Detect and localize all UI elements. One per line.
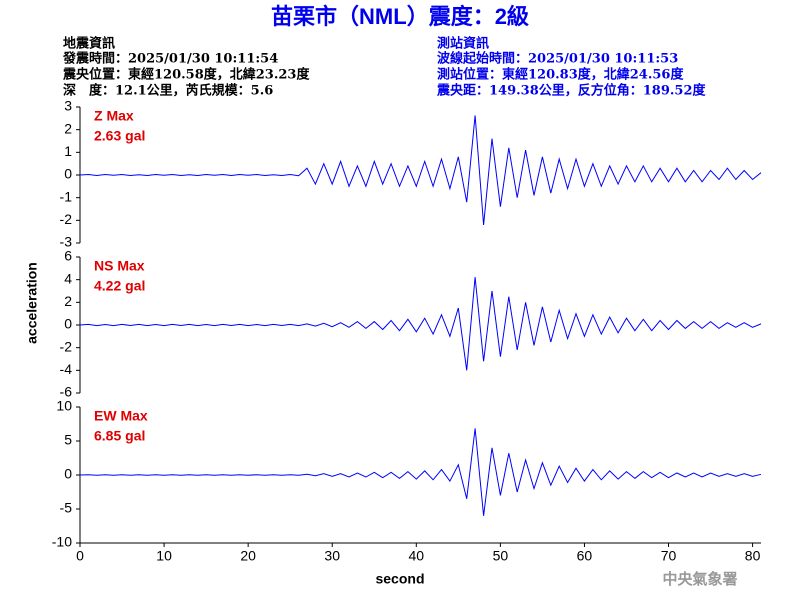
x-tick-label: 30: [324, 548, 340, 564]
annotation: NS Max: [94, 258, 145, 274]
waveform: [79, 428, 762, 516]
y-axis-label: acceleration: [24, 262, 40, 344]
info-line: 震央距：149.38公里，反方位角：189.52度: [436, 83, 707, 99]
x-tick-label: 40: [409, 548, 425, 564]
y-tick-label: -2: [60, 338, 73, 354]
y-tick-label: 3: [64, 98, 72, 114]
waveform: [79, 277, 762, 371]
y-tick-label: -5: [60, 500, 73, 516]
y-tick-label: -10: [52, 534, 72, 550]
y-tick-label: -6: [60, 384, 73, 400]
y-tick-label: -4: [60, 361, 73, 377]
y-tick-label: 1: [64, 143, 72, 159]
y-tick-label: 4: [64, 270, 72, 286]
info-line: 震央位置：東經120.58度，北緯23.23度: [62, 67, 310, 83]
chart-title: 苗栗市（NML）震度：2級: [271, 4, 529, 29]
info-line: 發震時間：2025/01/30 10:11:54: [62, 51, 278, 67]
y-tick-label: 2: [64, 120, 72, 136]
x-axis-label: second: [375, 571, 424, 587]
annotation: EW Max: [94, 408, 148, 424]
y-tick-label: -3: [60, 234, 73, 250]
annotation: 2.63 gal: [94, 128, 145, 144]
y-tick-label: 2: [64, 293, 72, 309]
footer: 中央氣象署: [662, 570, 737, 588]
y-tick-label: -2: [60, 211, 73, 227]
annotation: Z Max: [94, 108, 134, 124]
info-line: 波線起始時間：2025/01/30 10:11:53: [437, 51, 678, 67]
y-tick-label: 0: [64, 316, 72, 332]
x-tick-label: 50: [493, 548, 509, 564]
x-tick-label: 10: [156, 548, 172, 564]
info-line: 測站資訊: [437, 36, 489, 52]
info-line: 測站位置：東經120.83度，北緯24.56度: [437, 67, 684, 83]
annotation: 6.85 gal: [94, 428, 145, 444]
y-tick-label: 5: [64, 432, 72, 448]
x-tick-label: 60: [577, 548, 593, 564]
y-tick-label: 10: [56, 398, 72, 414]
y-tick-label: 6: [64, 248, 72, 264]
x-tick-label: 20: [240, 548, 256, 564]
info-line: 深 度：12.1公里，芮氏規模：5.6: [63, 83, 273, 99]
x-tick-label: 0: [76, 548, 84, 564]
waveform: [79, 115, 762, 225]
y-tick-label: 0: [64, 466, 72, 482]
info-line: 地震資訊: [63, 36, 115, 52]
y-tick-label: 0: [64, 166, 72, 182]
x-tick-label: 70: [661, 548, 677, 564]
y-tick-label: -1: [60, 188, 73, 204]
annotation: 4.22 gal: [94, 278, 145, 294]
x-tick-label: 80: [745, 548, 761, 564]
